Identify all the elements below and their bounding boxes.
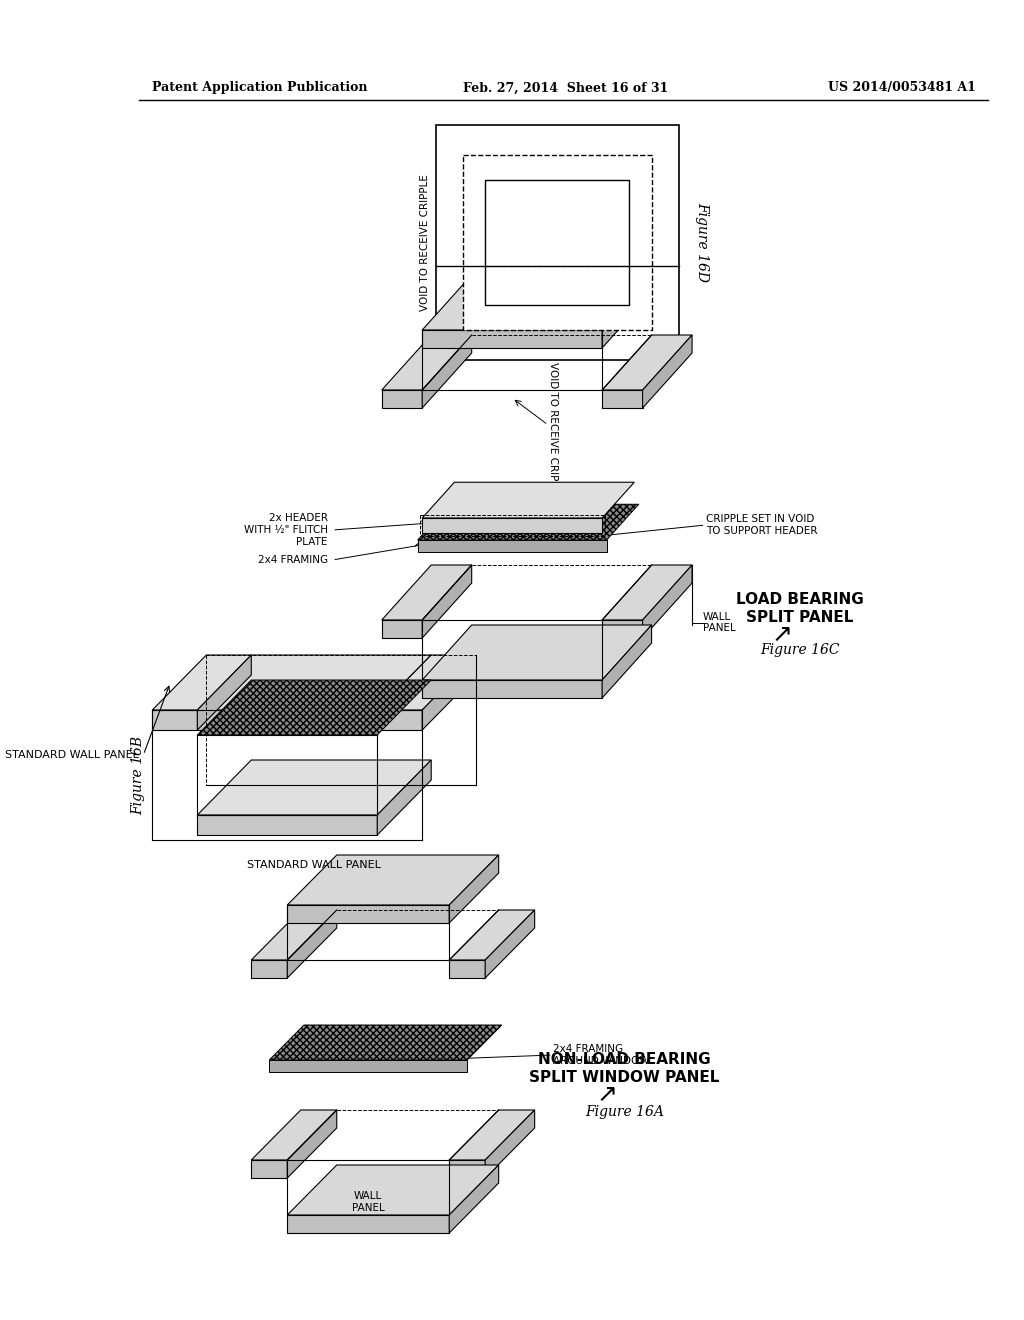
Text: Figure 16C: Figure 16C	[760, 643, 840, 657]
Polygon shape	[198, 814, 377, 836]
Text: US 2014/0053481 A1: US 2014/0053481 A1	[827, 82, 976, 95]
Polygon shape	[422, 335, 472, 408]
Text: Figure 16A: Figure 16A	[585, 1105, 664, 1119]
Text: VOID TO RECEIVE CRIPPLE: VOID TO RECEIVE CRIPPLE	[420, 174, 430, 312]
Polygon shape	[288, 1214, 450, 1233]
Polygon shape	[251, 1110, 337, 1160]
Text: STANDARD WALL PANEL: STANDARD WALL PANEL	[248, 861, 381, 870]
Polygon shape	[422, 275, 651, 330]
Polygon shape	[382, 335, 472, 389]
Polygon shape	[422, 624, 651, 680]
Polygon shape	[251, 1160, 288, 1177]
Polygon shape	[382, 389, 422, 408]
Polygon shape	[422, 655, 476, 730]
Polygon shape	[450, 1160, 485, 1177]
Polygon shape	[288, 909, 337, 978]
Polygon shape	[602, 620, 643, 638]
Polygon shape	[602, 565, 692, 620]
Polygon shape	[422, 680, 602, 698]
Bar	[463, 154, 651, 330]
Text: VOID TO RECEIVE CRIPPLE: VOID TO RECEIVE CRIPPLE	[548, 362, 558, 499]
Polygon shape	[288, 855, 499, 906]
Polygon shape	[643, 565, 692, 638]
Polygon shape	[198, 655, 431, 710]
Text: WALL
PANEL: WALL PANEL	[352, 1191, 385, 1213]
Text: ↗: ↗	[771, 623, 793, 647]
Polygon shape	[602, 335, 692, 389]
Bar	[435, 125, 679, 360]
Polygon shape	[450, 909, 535, 960]
Text: Figure 16D: Figure 16D	[694, 202, 709, 282]
Polygon shape	[251, 960, 288, 978]
Text: CRIPPLE SET IN VOID
TO SUPPORT HEADER: CRIPPLE SET IN VOID TO SUPPORT HEADER	[706, 515, 817, 536]
Text: 2x4 FRAMING: 2x4 FRAMING	[258, 554, 328, 565]
Polygon shape	[422, 517, 602, 533]
Polygon shape	[485, 1110, 535, 1177]
Polygon shape	[198, 680, 431, 735]
Polygon shape	[450, 960, 485, 978]
Polygon shape	[418, 504, 639, 540]
Polygon shape	[288, 1110, 337, 1177]
Text: Feb. 27, 2014  Sheet 16 of 31: Feb. 27, 2014 Sheet 16 of 31	[463, 82, 668, 95]
Text: Patent Application Publication: Patent Application Publication	[153, 82, 368, 95]
Polygon shape	[450, 1110, 535, 1160]
Polygon shape	[269, 1060, 467, 1072]
Polygon shape	[418, 540, 606, 552]
Text: 2x HEADER
WITH ½" FLITCH
PLATE: 2x HEADER WITH ½" FLITCH PLATE	[244, 513, 328, 546]
Polygon shape	[198, 710, 377, 730]
Polygon shape	[450, 855, 499, 923]
Text: LOAD BEARING: LOAD BEARING	[736, 593, 864, 607]
Text: SPLIT WINDOW PANEL: SPLIT WINDOW PANEL	[529, 1071, 720, 1085]
Text: NON-LOAD BEARING: NON-LOAD BEARING	[539, 1052, 711, 1068]
Polygon shape	[450, 1166, 499, 1233]
Polygon shape	[198, 760, 431, 814]
Bar	[485, 180, 629, 305]
Polygon shape	[288, 906, 450, 923]
Polygon shape	[643, 335, 692, 408]
Polygon shape	[377, 655, 476, 710]
Text: Figure 16B: Figure 16B	[131, 735, 145, 814]
Polygon shape	[153, 655, 251, 710]
Polygon shape	[422, 482, 634, 517]
Polygon shape	[198, 655, 251, 730]
Polygon shape	[485, 909, 535, 978]
Polygon shape	[269, 1026, 502, 1060]
Text: 2x4 FRAMING
AROUND WINDOW: 2x4 FRAMING AROUND WINDOW	[553, 1044, 649, 1065]
Text: ↗: ↗	[596, 1082, 617, 1107]
Text: SPLIT PANEL: SPLIT PANEL	[746, 610, 854, 626]
Polygon shape	[422, 565, 472, 638]
Polygon shape	[377, 655, 431, 730]
Text: STANDARD WALL PANEL: STANDARD WALL PANEL	[5, 750, 139, 760]
Polygon shape	[251, 909, 337, 960]
Polygon shape	[377, 760, 431, 836]
Polygon shape	[602, 275, 651, 348]
Polygon shape	[153, 710, 198, 730]
Polygon shape	[382, 620, 422, 638]
Polygon shape	[377, 710, 422, 730]
Polygon shape	[288, 1166, 499, 1214]
Text: WALL
PANEL: WALL PANEL	[702, 611, 735, 634]
Polygon shape	[602, 389, 643, 408]
Polygon shape	[422, 330, 602, 348]
Polygon shape	[382, 565, 472, 620]
Polygon shape	[602, 624, 651, 698]
